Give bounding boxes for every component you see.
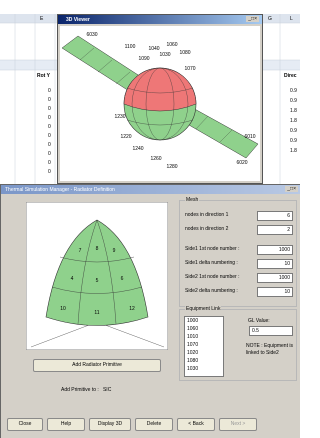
field-label: nodes in direction 2 [185,226,228,232]
gl-label: GL Value: [248,318,270,324]
window-controls[interactable]: _□× [285,186,298,192]
cell: 0.9 [290,98,297,104]
cell-label: 6 [121,276,124,282]
dialog-title-bar: Thermal Simulation Manager - Radiator De… [1,185,300,194]
field-label: Side1 delta numbering : [185,260,238,266]
cell: 0 [48,106,51,112]
node-label: 1080 [179,50,190,56]
button[interactable]: < Back [177,418,215,431]
gl-input[interactable]: 0.5 [249,326,293,336]
viewer-title: 3D Viewer [66,17,90,23]
cell: 0 [48,169,51,175]
node-label: 1040 [148,46,159,52]
cell: 0.9 [290,138,297,144]
node-label: 1260 [150,156,161,162]
cell: 0 [48,133,51,139]
cell: 0 [48,115,51,121]
cell: 1.8 [290,108,297,114]
window-controls[interactable]: _□× [246,16,259,22]
cell: 0 [48,97,51,103]
cell-label: 11 [94,310,99,316]
note: NOTE : Equipment is linked to Side2 [246,343,294,357]
column-header: L [290,16,293,22]
cell-label: 7 [79,248,82,254]
field-label: Side2 delta numbering : [185,288,238,294]
field-input[interactable]: 1000 [257,273,293,283]
row-header: Rot Y [37,73,50,79]
list-item[interactable]: 1060 [187,326,198,332]
cell: 0.9 [290,128,297,134]
node-label: 6020 [236,160,247,166]
cell: 1.8 [290,148,297,154]
column-header: G [268,16,272,22]
node-label: 6030 [86,32,97,38]
add-to: Add Primitive to : SIC [61,387,111,393]
cell: 0 [48,124,51,130]
field-label: Side2 1st node number : [185,274,239,280]
list-item[interactable]: 1080 [187,358,198,364]
list-item[interactable]: 1070 [187,342,198,348]
row-header: Direc [284,73,297,79]
group-title: Equipment Link [185,306,221,312]
add-to-value: SIC [103,387,111,393]
cell-label: 5 [96,278,99,284]
cell-label: 8 [96,246,99,252]
viewer-title-bar: 3D Viewer _□× [58,15,262,24]
list-item[interactable]: 1010 [187,334,198,340]
cell: 0 [48,151,51,157]
list-item[interactable]: 1000 [187,318,198,324]
button[interactable]: Close [7,418,43,431]
button[interactable]: Delete [135,418,173,431]
cell-label: 4 [71,276,74,282]
cell: 0.9 [290,88,297,94]
cell-label: 12 [129,306,135,312]
node-label: 1280 [166,164,177,170]
cell: 0 [48,88,51,94]
dialog: Thermal Simulation Manager - Radiator De… [0,184,300,438]
node-label: 1070 [184,66,195,72]
field-input[interactable]: 10 [257,259,293,269]
dialog-title: Thermal Simulation Manager - Radiator De… [5,187,115,193]
field-label: Side1 1st node number : [185,246,239,252]
cell: 0 [48,160,51,166]
cell-label: 10 [60,306,66,312]
node-label: 1030 [159,52,170,58]
group-title: Mesh [185,197,199,203]
column-header: E [40,16,43,22]
node-label: 1100 [125,44,136,50]
cell: 1.8 [290,118,297,124]
field-label: nodes in direction 1 [185,212,228,218]
list-item[interactable]: 1030 [187,366,198,372]
cell: 0 [48,142,51,148]
cell-label: 9 [113,248,116,254]
node-label: 1060 [166,42,177,48]
radiator-view: 7 8 9 4 5 6 10 11 12 [26,202,168,350]
field-input[interactable]: 10 [257,287,293,297]
add-to-label: Add Primitive to : [61,387,99,393]
field-input[interactable]: 6 [257,211,293,221]
node-label: 6010 [244,134,255,140]
add-radiator-button[interactable]: Add Radiator Primitive [33,359,161,372]
node-label: 1230 [114,114,125,120]
list-item[interactable]: 1020 [187,350,198,356]
node-label: 1090 [138,56,149,62]
node-label: 1240 [132,146,143,152]
equipment-list[interactable]: 1000 1060 1010 1070 1020 1080 1030 [184,316,224,377]
field-input[interactable]: 1000 [257,245,293,255]
button[interactable]: Next > [219,418,257,431]
button[interactable]: Help [47,418,85,431]
field-input[interactable]: 2 [257,225,293,235]
node-label: 1220 [120,134,131,140]
button[interactable]: Display 3D [89,418,131,431]
